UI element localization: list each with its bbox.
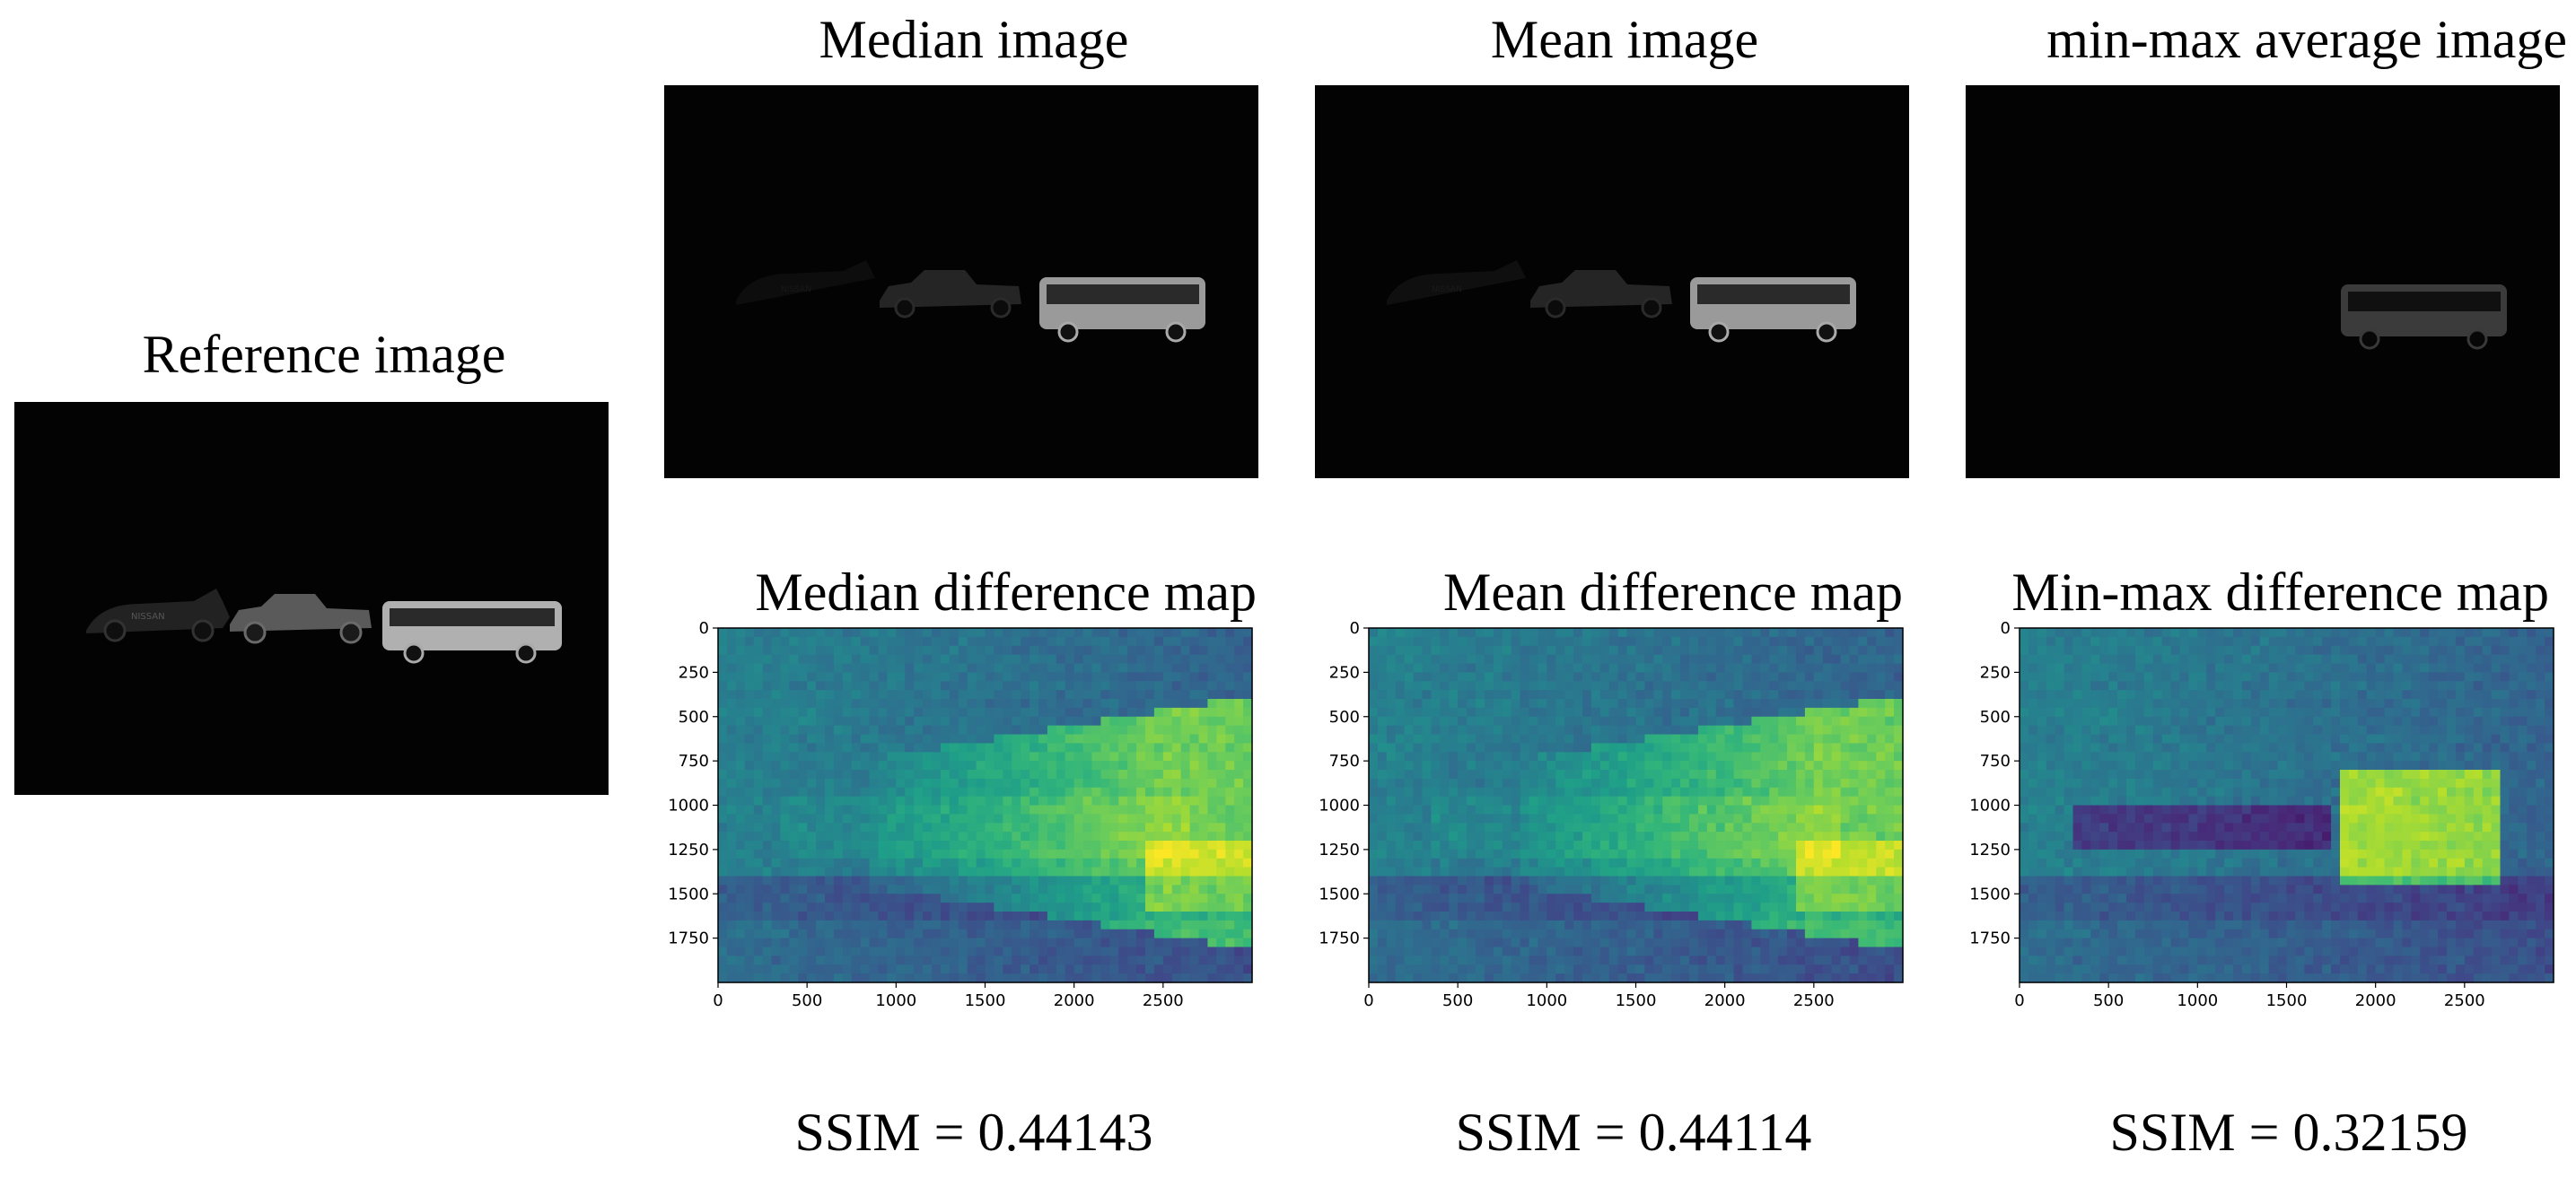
pickup-truck (1530, 270, 1672, 318)
mean-cars-graphic: NISSAN (1387, 260, 1856, 343)
median-image: NISSAN (664, 85, 1258, 478)
y-tick-label: 500 (679, 708, 709, 727)
mean-image-title: Mean image (1490, 10, 1759, 69)
x-tick-label: 1000 (2177, 991, 2218, 1010)
y-tick-label: 1500 (1319, 885, 1360, 903)
x-tick-label: 1500 (965, 991, 1006, 1010)
bus (2341, 284, 2507, 350)
svg-text:NISSAN: NISSAN (1432, 285, 1462, 294)
bus (1690, 277, 1856, 343)
y-tick-label: 1000 (1969, 797, 2011, 816)
median-diff-title: Median difference map (755, 563, 1257, 622)
median-cars-graphic: NISSAN (736, 260, 1205, 343)
x-tick-label: 2500 (2444, 991, 2485, 1010)
y-tick-label: 1750 (1319, 929, 1360, 948)
x-tick-label: 500 (1442, 991, 1473, 1010)
y-tick-label: 1500 (668, 885, 709, 903)
x-tick-label: 0 (1363, 991, 1373, 1010)
x-tick-label: 1500 (1616, 991, 1657, 1010)
y-tick-label: 0 (699, 619, 709, 638)
mean-image: NISSAN (1315, 85, 1909, 478)
median-ssim: SSIM = 0.44143 (794, 1103, 1153, 1162)
nissan-car: NISSAN (14, 402, 230, 795)
minmax-cars-graphic (2341, 284, 2507, 350)
y-tick-label: 1750 (1969, 929, 2011, 948)
y-tick-label: 250 (679, 663, 709, 682)
x-tick-label: 2000 (1704, 991, 1746, 1010)
pickup-truck (230, 594, 372, 644)
median-difference-map: 0 500 1000 1500 2000 2500 0 250 500 750 1000 1250 15… (668, 619, 1253, 1010)
y-tick-label: 750 (679, 752, 709, 771)
y-tick-label: 250 (1329, 663, 1360, 682)
heatmap-cells (718, 628, 1253, 983)
svg-text:NISSAN: NISSAN (781, 285, 811, 294)
minmax-ssim: SSIM = 0.32159 (2109, 1103, 2468, 1162)
mean-diff-title: Mean difference map (1443, 563, 1903, 622)
x-tick-label: 0 (713, 991, 723, 1010)
y-tick-label: 1000 (1319, 797, 1360, 816)
x-tick-label: 2500 (1143, 991, 1184, 1010)
x-tick-label: 2000 (2355, 991, 2396, 1010)
nissan-car: NISSAN (1387, 260, 1526, 305)
y-tick-label: 1750 (668, 929, 709, 948)
y-tick-label: 1250 (1319, 841, 1360, 860)
pickup-truck (880, 270, 1021, 318)
mean-difference-map: 0 500 1000 1500 2000 2500 0 250 500 750 1000 1250 15… (1319, 619, 1904, 1010)
y-tick-label: 1250 (668, 841, 709, 860)
y-tick-label: 250 (1980, 663, 2011, 682)
median-image-title: Median image (819, 10, 1129, 69)
y-tick-label: 1250 (1969, 841, 2011, 860)
mean-ssim: SSIM = 0.44114 (1455, 1103, 1812, 1162)
x-tick-label: 0 (2014, 991, 2024, 1010)
minmax-image (1966, 85, 2560, 478)
y-tick-label: 750 (1329, 752, 1360, 771)
y-tick-label: 1000 (668, 797, 709, 816)
reference-image: NISSAN (14, 402, 609, 795)
y-tick-label: 0 (1350, 619, 1360, 638)
x-tick-label: 500 (792, 991, 822, 1010)
nissan-car: NISSAN (736, 260, 875, 305)
heatmap-cells (2020, 628, 2554, 983)
y-tick-label: 500 (1980, 708, 2011, 727)
bus (382, 601, 562, 664)
x-tick-label: 1000 (875, 991, 916, 1010)
x-tick-label: 1500 (2266, 991, 2308, 1010)
y-tick-label: 1500 (1969, 885, 2011, 903)
minmax-image-title: min-max average image (2046, 10, 2567, 69)
minmax-difference-map: 0 500 1000 1500 2000 2500 0 250 500 750 1000 1250 15… (1969, 619, 2554, 1010)
svg-text:NISSAN: NISSAN (131, 612, 165, 622)
bus (1039, 277, 1205, 343)
y-tick-label: 500 (1329, 708, 1360, 727)
y-tick-label: 0 (2001, 619, 2011, 638)
x-tick-label: 2500 (1793, 991, 1835, 1010)
heatmap-cells (1369, 628, 1904, 983)
x-tick-label: 2000 (1054, 991, 1095, 1010)
reference-image-title: Reference image (142, 325, 506, 384)
y-tick-label: 750 (1980, 752, 2011, 771)
reference-cars-graphic: NISSAN (14, 402, 562, 795)
minmax-diff-title: Min-max difference map (2011, 563, 2549, 622)
x-tick-label: 500 (2093, 991, 2124, 1010)
x-tick-label: 1000 (1526, 991, 1567, 1010)
